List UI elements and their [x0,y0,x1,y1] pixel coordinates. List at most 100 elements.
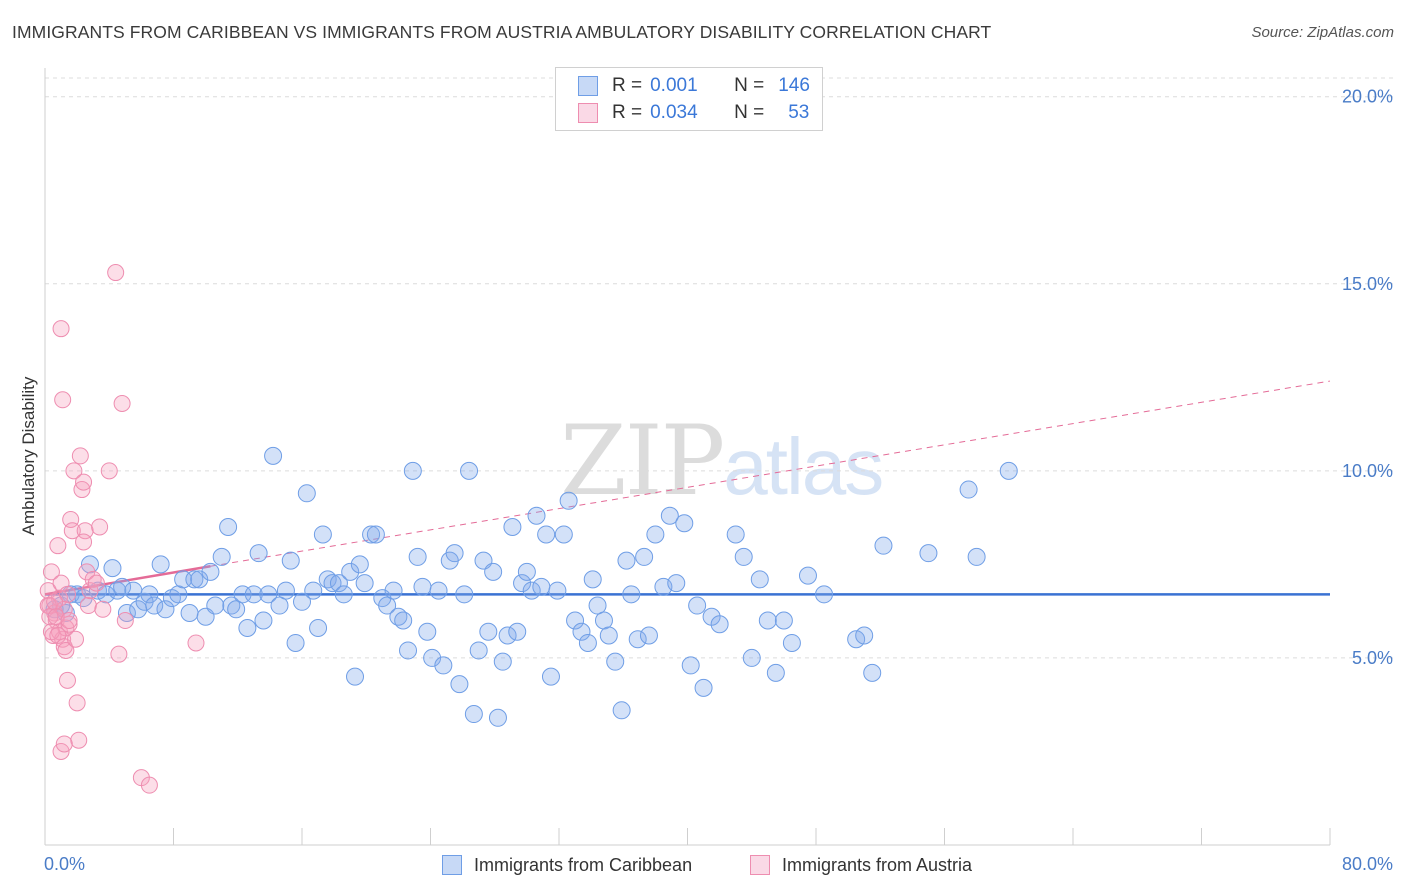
point-caribbean [594,611,613,630]
x-tick-label: 80.0% [1342,854,1393,874]
point-caribbean [798,566,817,585]
point-caribbean [726,525,745,544]
legend-r-label: R = [612,75,643,96]
point-caribbean [423,648,442,667]
point-caribbean [249,544,268,563]
point-caribbean [559,491,578,510]
point-caribbean [758,611,777,630]
point-austria [107,264,125,282]
point-caribbean [264,446,283,465]
point-caribbean [455,585,474,604]
point-caribbean [622,585,641,604]
bottom-legend-austria: Immigrants from Austria [750,852,972,878]
point-caribbean [286,633,305,652]
point-caribbean [219,517,238,536]
point-caribbean [169,585,188,604]
trend-line-austria-dashed [210,380,1331,567]
point-caribbean [185,570,204,589]
point-caribbean [350,555,369,574]
point-caribbean [254,611,273,630]
point-austria [110,645,128,663]
point-caribbean [270,596,289,615]
point-austria [187,634,205,652]
point-caribbean [750,570,769,589]
point-austria [52,320,70,338]
point-caribbean [541,667,560,686]
point-caribbean [694,678,713,697]
point-caribbean [145,596,164,615]
point-caribbean [566,611,585,630]
point-caribbean [460,461,479,480]
legend-n-label: N = [734,102,765,123]
point-caribbean [394,611,413,630]
y-axis-label: Ambulatory Disability [19,376,38,535]
point-caribbean [766,663,785,682]
point-caribbean [341,562,360,581]
point-austria [100,462,118,480]
point-austria [94,600,112,618]
point-caribbean [366,525,385,544]
point-caribbean [413,577,432,596]
point-caribbean [874,536,893,555]
watermark-atlas: atlas [723,422,884,511]
point-austria [116,612,134,630]
point-austria [60,612,78,630]
point-austria [140,776,158,794]
point-caribbean [583,570,602,589]
point-caribbean [329,574,348,593]
bottom-swatch-caribbean [442,855,462,875]
point-caribbean [606,652,625,671]
point-caribbean [259,585,278,604]
point-caribbean [863,663,882,682]
bottom-swatch-austria [750,855,770,875]
point-austria [113,395,131,413]
point-caribbean [660,506,679,525]
point-caribbean [815,585,834,604]
point-caribbean [855,626,874,645]
point-caribbean [334,585,353,604]
point-caribbean [617,551,636,570]
point-caribbean [639,626,658,645]
source-credit: Source: ZipAtlas.com [1251,24,1394,41]
point-caribbean [513,574,532,593]
point-caribbean [238,618,257,637]
point-austria [58,585,76,603]
point-caribbean [999,461,1018,480]
point-caribbean [681,656,700,675]
point-caribbean [244,585,263,604]
point-caribbean [403,461,422,480]
axes [44,68,1331,846]
point-caribbean [201,562,220,581]
point-austria [71,447,89,465]
x-tick-labels: 0.0% 80.0% [44,854,1393,874]
point-caribbean [384,581,403,600]
point-caribbean [156,600,175,619]
point-caribbean [469,641,488,660]
point-austria [67,630,85,648]
point-austria [54,391,72,409]
legend-swatch-caribbean [578,76,598,96]
point-caribbean [309,618,328,637]
point-caribbean [313,525,332,544]
point-caribbean [140,585,159,604]
legend-r-value: 0.001 [650,75,698,96]
point-caribbean [635,547,654,566]
point-austria [75,473,93,491]
grid-lines [45,77,1395,659]
legend-swatch-austria [578,103,598,123]
point-caribbean [782,633,801,652]
point-caribbean [190,570,209,589]
legend-row-austria: R = 0.034 N = 53 [578,101,809,125]
point-caribbean [281,551,300,570]
point-caribbean [212,547,231,566]
legend-r-label: R = [612,102,643,123]
point-caribbean [919,544,938,563]
point-caribbean [599,626,618,645]
points-caribbean [45,446,1018,727]
point-caribbean [517,562,536,581]
point-austria [57,641,75,659]
y-tick-label: 15.0% [1342,274,1393,294]
bottom-legend-label-caribbean: Immigrants from Caribbean [474,854,693,875]
point-austria [87,574,105,592]
y-tick-label: 20.0% [1342,87,1393,107]
